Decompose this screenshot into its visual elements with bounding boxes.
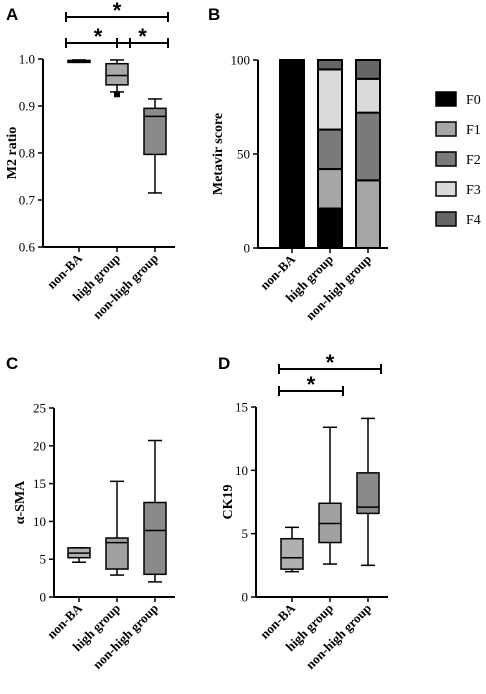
legend-label-f3: F3 — [466, 183, 481, 198]
legend-swatch-f3 — [435, 181, 457, 197]
chart-b-x-tick-label: non-high group — [303, 252, 374, 323]
chart-a-y-tick-label: 0.8 — [19, 146, 35, 161]
chart-c-y-tick-label: 10 — [33, 514, 46, 529]
legend-swatch-f0 — [435, 91, 457, 107]
chart-a-y-tick-label: 1.0 — [19, 52, 35, 67]
chart-d-y-tick-label: 10 — [235, 463, 248, 478]
chart-a-x-tick-label: non-high group — [90, 251, 161, 322]
legend-label-f2: F2 — [466, 153, 481, 168]
chart-c-y-tick-label: 20 — [33, 438, 46, 453]
bar-segment-f1 — [355, 179, 381, 250]
chart-c-y-axis-label: α-SMA — [13, 480, 28, 524]
legend-swatch-f4 — [435, 211, 457, 227]
chart-b-y-tick-label: 50 — [237, 147, 250, 162]
bar-segment-f0 — [317, 207, 343, 250]
chart-c-y-tick-label: 15 — [33, 476, 46, 491]
significance-star: * — [307, 372, 316, 397]
legend-label-f1: F1 — [466, 123, 481, 138]
chart-a-y-tick-label: 0.7 — [19, 193, 36, 208]
chart-c-y-tick-label: 0 — [40, 590, 47, 605]
chart-d-x-tick-label: non-high group — [303, 601, 374, 672]
chart-c-y-tick-label: 25 — [33, 401, 46, 416]
chart-d-y-tick-label: 5 — [242, 526, 249, 541]
panel-letter-b: B — [208, 5, 220, 24]
legend-label-f4: F4 — [466, 213, 481, 228]
box-2 — [356, 472, 380, 515]
bar-segment-f1 — [317, 168, 343, 210]
box-0 — [280, 537, 304, 570]
chart-a-y-axis-label: M2 ratio — [5, 127, 20, 179]
chart-d-y-tick-label: 15 — [235, 400, 248, 415]
bar-segment-f3 — [355, 77, 381, 114]
chart-b-y-axis-label: Metavir score — [211, 113, 226, 195]
outlier-point — [114, 91, 120, 98]
significance-star: * — [113, 0, 122, 23]
panel-letter-c: C — [6, 354, 18, 373]
box-1 — [105, 537, 129, 570]
chart-a-y-tick-label: 0.9 — [19, 99, 35, 114]
bar-segment-f4 — [355, 59, 381, 80]
chart-d-y-tick-label: 0 — [242, 590, 249, 605]
chart-c-y-tick-label: 5 — [40, 552, 47, 567]
significance-star: * — [138, 24, 147, 49]
legend-swatch-f2 — [435, 151, 457, 167]
bar-segment-f2 — [317, 128, 343, 171]
bar-segment-f0 — [279, 59, 305, 249]
bar-segment-f2 — [355, 111, 381, 182]
chart-b-y-tick-label: 0 — [244, 241, 251, 256]
chart-c-x-tick-label: non-high group — [90, 601, 161, 672]
box-2 — [143, 501, 167, 576]
box-2 — [143, 107, 167, 156]
chart-a-y-tick-label: 0.6 — [19, 240, 36, 255]
chart-d-y-axis-label: CK19 — [221, 485, 236, 520]
significance-star: * — [94, 24, 103, 49]
legend-label-f0: F0 — [466, 93, 481, 108]
panel-letter-d: D — [218, 354, 230, 373]
significance-star: * — [326, 350, 335, 375]
chart-b-y-tick-label: 100 — [231, 53, 251, 68]
panel-letter-a: A — [6, 5, 18, 24]
bar-segment-f4 — [317, 59, 343, 71]
bar-segment-f3 — [317, 68, 343, 131]
legend-swatch-f1 — [435, 121, 457, 137]
box-1 — [105, 62, 129, 86]
